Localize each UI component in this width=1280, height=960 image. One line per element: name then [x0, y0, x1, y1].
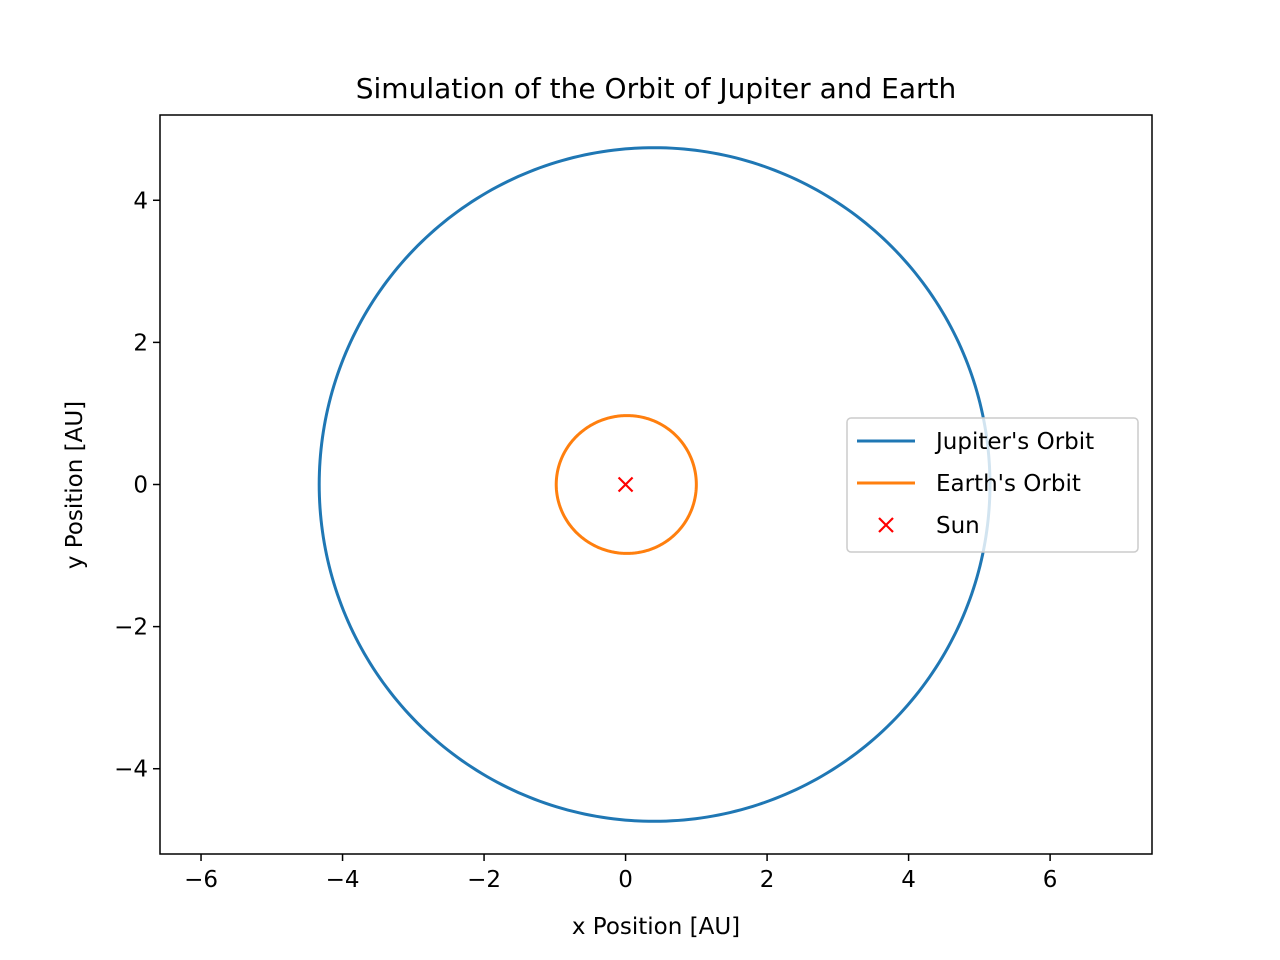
legend-entry: Jupiter's Orbit [857, 429, 1094, 455]
x-tick-label: 0 [618, 867, 633, 893]
y-tick-label: −2 [114, 615, 148, 641]
jupiter-s-orbit-line [317, 146, 992, 823]
series-layer [317, 146, 992, 823]
legend-entry: Sun [878, 513, 980, 539]
y-tick-label: 0 [133, 473, 148, 499]
x-tick-label: −2 [467, 867, 501, 893]
y-axis-label: y Position [AU] [62, 401, 88, 569]
sun-marker [617, 476, 634, 493]
x-tick-label: 2 [760, 867, 775, 893]
legend-entry: Earth's Orbit [857, 471, 1081, 497]
x-tick-label: 6 [1043, 867, 1058, 893]
x-axis-ticks: −6 −4 −2 0 2 4 6 [184, 854, 1057, 893]
legend-label: Jupiter's Orbit [934, 429, 1094, 455]
sun-marker-stroke [617, 476, 634, 493]
legend-box [846, 417, 1139, 553]
earth-s-orbit-line [554, 414, 698, 555]
x-tick-label: −6 [184, 867, 218, 893]
x-tick-label: 4 [901, 867, 916, 893]
x-tick-label: −4 [326, 867, 360, 893]
y-axis-ticks: −4 −2 0 2 4 [114, 188, 160, 783]
legend-label: Earth's Orbit [936, 471, 1081, 497]
legend-label: Sun [936, 513, 980, 539]
y-tick-label: 2 [133, 330, 148, 356]
y-tick-label: 4 [133, 188, 148, 214]
legend-sun-swatch [878, 517, 894, 533]
y-tick-label: −4 [114, 757, 148, 783]
x-axis-label: x Position [AU] [572, 914, 740, 940]
legend: Jupiter's Orbit Earth's Orbit Sun [846, 417, 1139, 553]
chart-title: Simulation of the Orbit of Jupiter and E… [356, 72, 957, 105]
legend-entries: Jupiter's Orbit Earth's Orbit Sun [857, 429, 1094, 539]
